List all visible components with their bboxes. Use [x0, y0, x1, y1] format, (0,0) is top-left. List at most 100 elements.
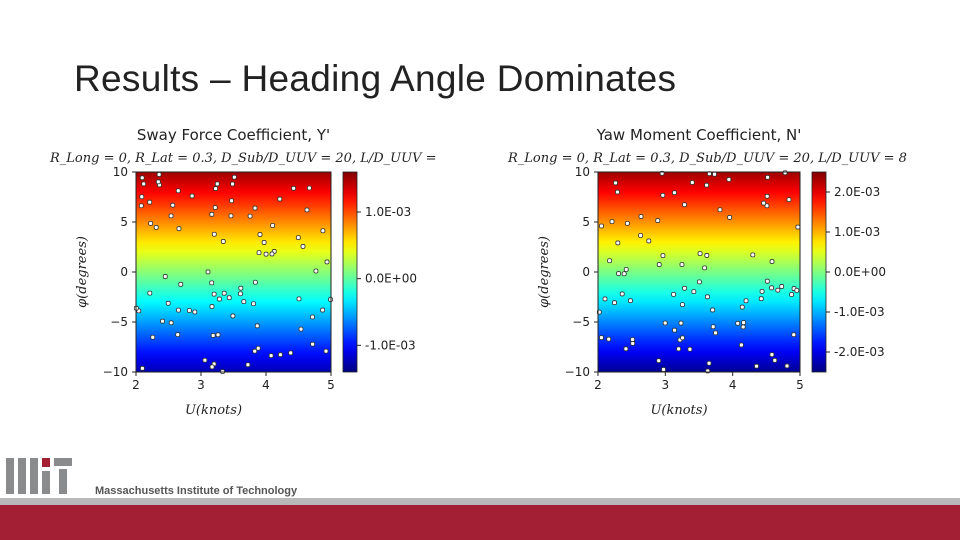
sample-point: [662, 320, 668, 326]
x-axis-label: U(knots): [650, 403, 707, 418]
y-tick-label: 0: [582, 265, 590, 279]
y-tick-label: 10: [113, 165, 128, 179]
sample-point: [691, 289, 697, 295]
sample-point: [612, 300, 617, 306]
sample-point: [616, 271, 621, 276]
sample-point: [306, 185, 312, 191]
sample-point: [238, 285, 244, 291]
chart-title: Yaw Moment Coefficient, N': [596, 126, 802, 144]
sample-point: [704, 182, 710, 188]
sample-point: [323, 348, 329, 354]
sample-point: [211, 231, 217, 237]
sample-point: [759, 288, 765, 294]
sample-point: [713, 330, 718, 336]
sample-point: [254, 323, 260, 329]
sample-point: [255, 345, 261, 351]
x-tick-label: 5: [796, 378, 804, 392]
sample-point: [697, 279, 702, 285]
sample-point: [211, 291, 217, 297]
sample-point: [764, 203, 770, 209]
sample-point: [176, 307, 181, 313]
sample-point: [615, 240, 621, 246]
sample-point: [228, 213, 234, 219]
sample-point: [221, 290, 227, 296]
sample-point: [270, 223, 276, 228]
chart-title: Sway Force Coefficient, Y': [137, 126, 330, 144]
sample-point: [646, 238, 652, 244]
sample-point: [769, 285, 774, 291]
sample-point: [764, 278, 770, 284]
sample-point: [623, 346, 629, 352]
y-tick-label: 10: [575, 165, 590, 179]
sample-point: [189, 193, 195, 199]
sample-point: [710, 324, 716, 330]
sample-point: [139, 175, 145, 181]
sample-point: [628, 298, 633, 304]
sample-point: [660, 253, 666, 259]
sample-point: [676, 346, 682, 352]
sample-point: [160, 318, 165, 324]
colorbar-tick-label: -1.0E-03: [834, 305, 885, 319]
sample-point: [794, 288, 800, 293]
x-tick-label: 2: [594, 378, 602, 392]
sample-point: [269, 251, 275, 257]
sample-point: [230, 181, 235, 187]
colorbar-tick-label: 1.0E-03: [834, 225, 880, 239]
sample-point: [209, 280, 215, 286]
sample-point: [147, 199, 153, 205]
sample-point: [615, 189, 620, 195]
sample-point: [231, 174, 237, 180]
sample-point: [680, 302, 685, 308]
sample-point: [672, 327, 677, 333]
sample-point: [210, 333, 216, 338]
y-tick-label: 5: [582, 215, 590, 229]
sample-point: [599, 335, 604, 341]
sway-force-chart: Sway Force Coefficient, Y' R_Long = 0, R_…: [49, 126, 440, 418]
y-tick-label: −10: [565, 365, 590, 379]
sample-point: [706, 360, 712, 366]
x-tick-label: 4: [729, 378, 737, 392]
sample-point: [291, 185, 297, 191]
sample-point: [710, 307, 716, 313]
sample-point: [140, 365, 145, 371]
sample-point: [165, 300, 171, 306]
sample-point: [205, 269, 211, 275]
x-tick-label: 3: [197, 378, 205, 392]
sample-point: [153, 225, 159, 230]
sample-point: [689, 180, 695, 185]
sample-point: [672, 190, 677, 196]
slide-title: Results – Heading Angle Dominates: [74, 58, 677, 99]
sample-point: [212, 205, 218, 210]
sample-point: [741, 320, 746, 326]
sample-point: [743, 298, 749, 304]
sample-point: [671, 291, 677, 297]
sample-point: [209, 364, 215, 370]
sample-point: [655, 218, 661, 223]
chart-subtitle: R_Long = 0, R_Lat = 0.3, D_Sub/D_UUV = 2…: [507, 151, 907, 166]
sample-point: [765, 174, 771, 180]
sample-point: [138, 203, 144, 209]
colorbar: [342, 171, 358, 373]
sample-point: [209, 304, 215, 309]
sample-point: [257, 232, 263, 237]
yaw-moment-chart: Yaw Moment Coefficient, N' R_Long = 0, R_…: [507, 126, 907, 418]
sample-point: [155, 179, 161, 185]
sample-point: [178, 281, 184, 287]
sample-point: [176, 226, 182, 232]
sample-point: [215, 332, 221, 338]
sample-point: [241, 299, 247, 305]
institution-name: Massachusetts Institute of Technology: [95, 485, 298, 497]
sample-point: [795, 224, 801, 230]
sample-point: [704, 253, 710, 258]
y-axis-label: φ(degrees): [537, 236, 552, 308]
sample-point: [209, 211, 215, 217]
sample-point: [599, 223, 604, 229]
sample-point: [192, 309, 198, 315]
sample-point: [602, 296, 608, 302]
sample-point: [735, 320, 741, 326]
sample-point: [630, 341, 636, 346]
sample-point: [202, 357, 208, 363]
sample-point: [786, 197, 792, 203]
sample-point: [772, 357, 778, 363]
heatmap-field: [136, 172, 331, 372]
